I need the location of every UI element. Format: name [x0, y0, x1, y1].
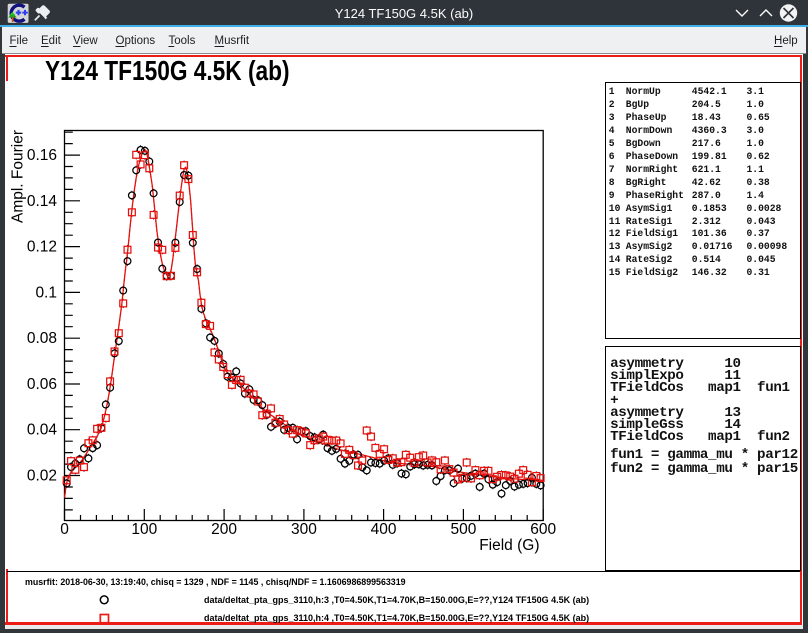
- svg-text:0.06: 0.06: [27, 376, 57, 393]
- svg-text:500: 500: [450, 521, 476, 538]
- svg-text:0.02: 0.02: [27, 468, 57, 485]
- svg-text:Field (G): Field (G): [479, 537, 539, 554]
- svg-text:200: 200: [211, 521, 237, 538]
- svg-text:0.16: 0.16: [27, 147, 57, 164]
- svg-text:0.04: 0.04: [27, 422, 58, 439]
- svg-text:Ampl. Fourier: Ampl. Fourier: [10, 130, 27, 223]
- svg-text:0.1: 0.1: [35, 284, 57, 301]
- svg-text:0: 0: [60, 521, 69, 538]
- svg-text:0.08: 0.08: [27, 330, 57, 347]
- svg-text:400: 400: [371, 521, 397, 538]
- svg-text:0.14: 0.14: [27, 193, 58, 210]
- svg-text:100: 100: [131, 521, 157, 538]
- svg-text:300: 300: [291, 521, 317, 538]
- svg-text:600: 600: [530, 521, 556, 538]
- svg-text:0.12: 0.12: [27, 239, 57, 256]
